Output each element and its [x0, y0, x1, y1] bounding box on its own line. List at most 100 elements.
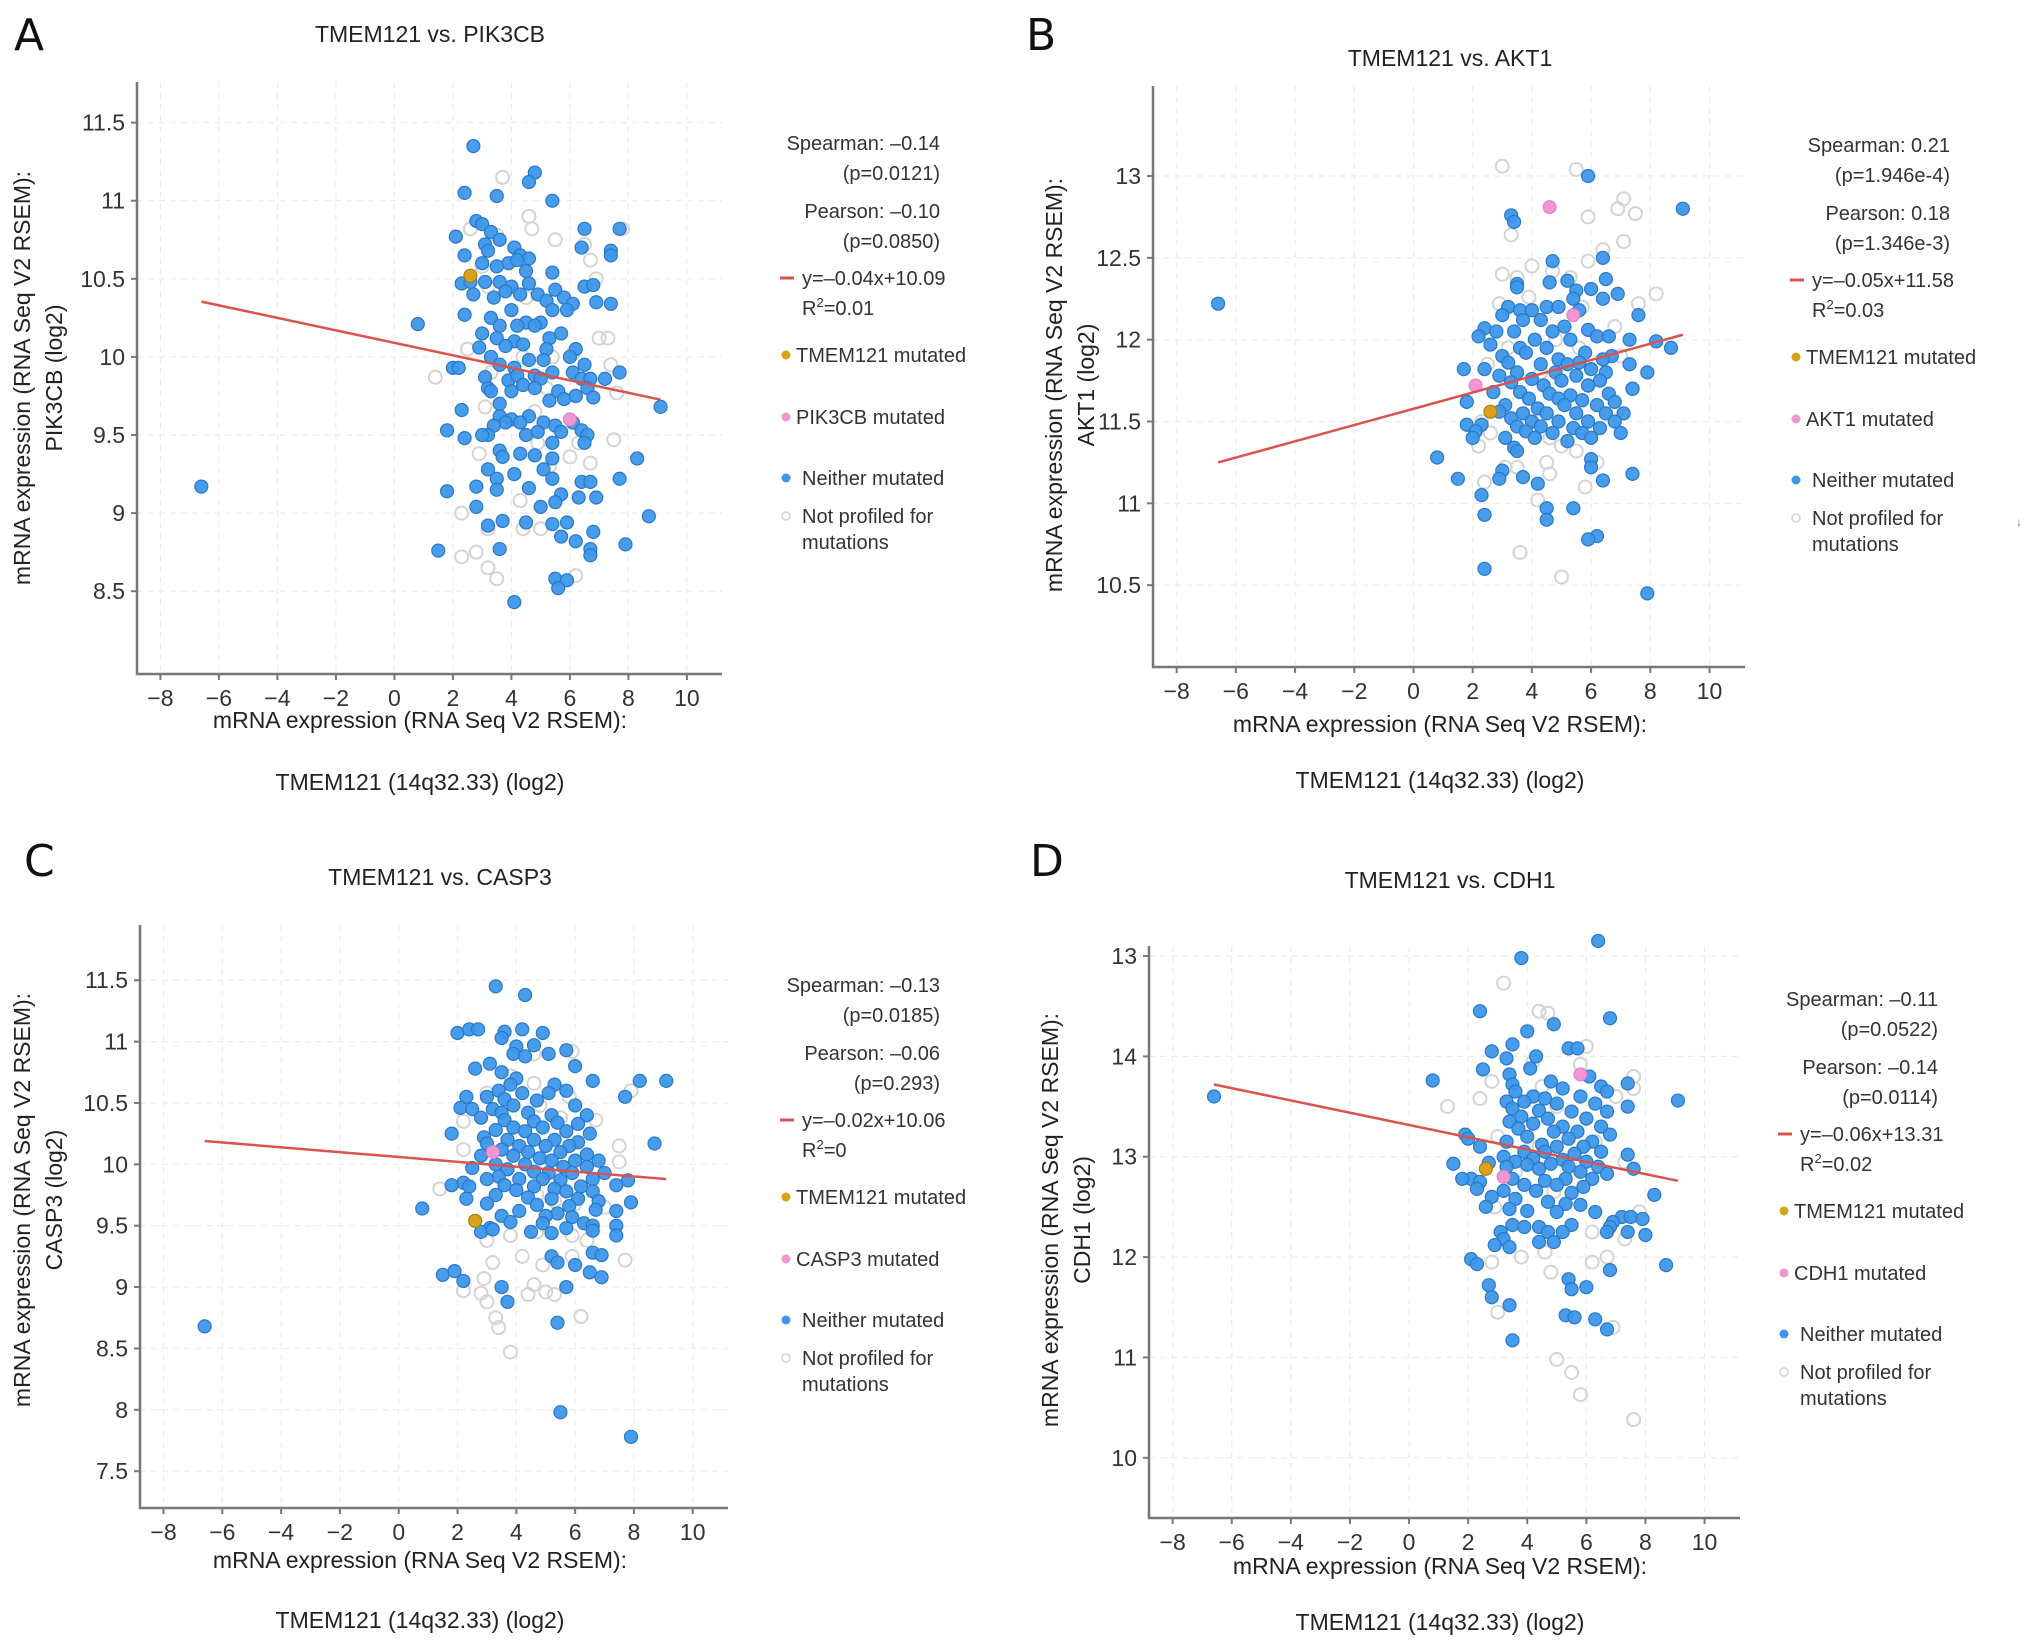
point-not-profiled: [488, 1310, 504, 1326]
point-neither-mutated: [1492, 471, 1507, 486]
point-neither-mutated: [565, 1210, 580, 1225]
point-neither-mutated: [1594, 1144, 1609, 1159]
point-not-profiled: [1494, 266, 1510, 282]
point-neither-mutated: [641, 509, 656, 524]
regression-line: [201, 300, 661, 401]
point-neither-mutated: [556, 391, 572, 407]
point-neither-mutated: [506, 1120, 521, 1135]
point-not-profiled: [1553, 569, 1569, 585]
point-neither-mutated: [585, 1223, 600, 1238]
point-neither-mutated: [521, 481, 537, 496]
point-neither-mutated: [1539, 512, 1554, 527]
legend-spearman: Spearman: –0.13: [787, 975, 940, 997]
point-neither-mutated: [492, 232, 507, 247]
x-tick-label: −4: [264, 685, 290, 711]
point-neither-mutated: [1588, 1312, 1603, 1327]
point-neither-mutated: [482, 1056, 497, 1071]
panel-letter-c: C: [24, 836, 55, 887]
point-neither-mutated: [545, 471, 560, 486]
y-axis-label-line1: mRNA expression (RNA Seq V2 RSEM):: [1037, 1013, 1063, 1427]
point-neither-mutated: [1569, 406, 1584, 421]
point-neither-mutated: [1576, 1179, 1591, 1194]
chart-title: TMEM121 vs. CDH1: [1345, 867, 1556, 893]
point-y-mutated: [562, 412, 577, 427]
point-neither-mutated: [1599, 1166, 1615, 1181]
point-neither-mutated: [1459, 394, 1474, 409]
point-neither-mutated: [582, 1265, 597, 1280]
x-tick-label: 4: [505, 685, 518, 711]
x-tick-label: 4: [1525, 678, 1538, 704]
point-neither-mutated: [1527, 430, 1542, 445]
x-tick-label: 0: [1407, 678, 1420, 704]
point-neither-mutated: [518, 1124, 533, 1139]
point-neither-mutated: [1613, 425, 1628, 441]
point-not-profiled: [1580, 253, 1596, 269]
point-not-profiled: [455, 1142, 471, 1158]
legend-x-mutated: TMEM121 mutated: [1794, 1201, 1964, 1223]
point-neither-mutated: [1511, 1121, 1526, 1136]
panel-letter-d: D: [1030, 836, 1064, 887]
point-neither-mutated: [623, 1195, 639, 1210]
point-neither-mutated: [609, 1178, 624, 1193]
x-tick-label: −8: [1164, 678, 1190, 704]
point-neither-mutated: [589, 490, 604, 505]
point-not-profiled: [520, 1286, 536, 1302]
panel-letter-a: A: [14, 10, 44, 61]
point-neither-mutated: [1551, 299, 1566, 315]
point-neither-mutated: [1554, 373, 1569, 388]
point-neither-mutated: [1515, 470, 1531, 485]
point-neither-mutated: [1569, 368, 1584, 383]
legend-r-superscript: 2: [816, 295, 823, 310]
point-neither-mutated: [1638, 1227, 1653, 1243]
legend-x-mutated-swatch: [1779, 1206, 1789, 1216]
y-tick-label: 11: [101, 188, 125, 214]
x-tick-label: −6: [1219, 1529, 1245, 1555]
point-neither-mutated: [559, 302, 575, 318]
point-neither-mutated: [1537, 1091, 1553, 1106]
point-not-profiled: [562, 449, 578, 465]
legend-not-profiled-line2: mutations: [802, 1374, 889, 1396]
point-neither-mutated: [1529, 1183, 1544, 1198]
x-tick-label: 6: [1580, 1529, 1593, 1555]
point-neither-mutated: [466, 138, 481, 154]
y-axis-label-line1: mRNA expression (RNA Seq V2 RSEM):: [9, 993, 35, 1407]
x-tick-label: −4: [1278, 1529, 1304, 1555]
point-neither-mutated: [1526, 1116, 1541, 1131]
y-tick-label: 11.5: [1098, 409, 1141, 435]
x-tick-label: −8: [150, 1519, 176, 1545]
point-not-profiled: [502, 1228, 518, 1244]
legend-neither-mutated: Neither mutated: [802, 468, 944, 490]
point-neither-mutated: [494, 1065, 509, 1080]
point-not-profiled: [1542, 466, 1558, 482]
regression-line: [1217, 333, 1684, 464]
point-not-profiled: [1549, 1351, 1565, 1367]
point-neither-mutated: [498, 284, 513, 299]
legend-not-profiled-swatch: [781, 1353, 791, 1363]
legend-r-value: =0: [824, 1140, 847, 1162]
point-neither-mutated: [1498, 430, 1513, 445]
point-neither-mutated: [1492, 368, 1507, 383]
point-neither-mutated: [1598, 272, 1613, 287]
point-neither-mutated: [1501, 355, 1516, 370]
point-neither-mutated: [529, 1197, 545, 1212]
x-tick-label: 2: [1462, 1529, 1475, 1555]
point-neither-mutated: [1531, 1161, 1547, 1176]
point-neither-mutated: [1588, 1096, 1603, 1111]
point-neither-mutated: [492, 541, 507, 557]
point-not-profiled: [468, 544, 484, 560]
point-neither-mutated: [475, 217, 490, 232]
point-y-mutated: [1566, 308, 1581, 323]
chart-title: TMEM121 vs. AKT1: [1348, 45, 1553, 71]
x-axis-label-line1: mRNA expression (RNA Seq V2 RSEM):: [1233, 1553, 1647, 1579]
point-neither-mutated: [504, 384, 519, 399]
point-neither-mutated: [535, 1216, 550, 1231]
point-not-profiled: [1564, 1364, 1580, 1380]
point-neither-mutated: [1514, 950, 1529, 966]
point-not-profiled: [491, 1320, 507, 1336]
point-neither-mutated: [509, 1183, 524, 1198]
point-neither-mutated: [1589, 329, 1605, 344]
point-neither-mutated: [1591, 933, 1606, 949]
y-tick-label: 13: [1115, 163, 1141, 189]
point-neither-mutated: [609, 1203, 624, 1219]
point-neither-mutated: [1505, 1037, 1520, 1052]
